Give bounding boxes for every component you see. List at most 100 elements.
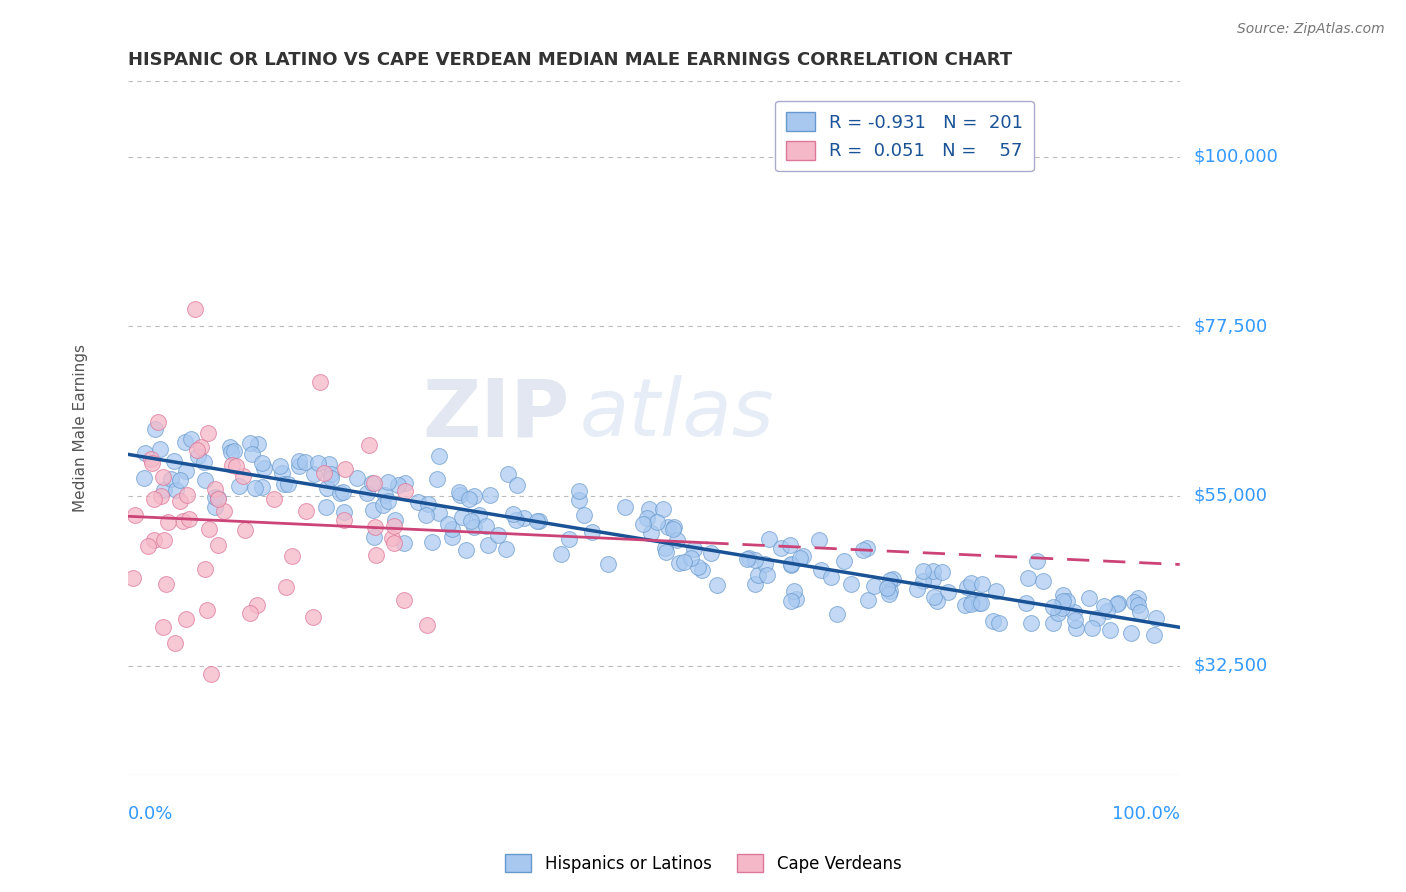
Point <box>214 503 236 517</box>
Point <box>1092 599 1115 613</box>
Point <box>1064 621 1087 635</box>
Point <box>636 511 658 525</box>
Point <box>207 492 229 507</box>
Point <box>429 450 451 464</box>
Point <box>699 546 721 560</box>
Text: $77,500: $77,500 <box>1194 318 1268 335</box>
Point <box>136 539 159 553</box>
Point <box>381 531 404 545</box>
Point <box>318 458 340 472</box>
Point <box>1119 626 1142 640</box>
Point <box>377 494 399 508</box>
Point <box>155 577 177 591</box>
Point <box>159 472 181 486</box>
Point <box>820 570 842 584</box>
Point <box>271 466 294 480</box>
Point <box>333 462 356 476</box>
Point <box>557 533 579 547</box>
Point <box>839 577 862 591</box>
Point <box>441 522 464 536</box>
Point <box>856 541 879 556</box>
Point <box>783 584 806 599</box>
Point <box>141 456 163 470</box>
Point <box>1052 594 1074 608</box>
Point <box>1144 611 1167 625</box>
Point <box>184 302 207 317</box>
Point <box>333 513 356 527</box>
Point <box>302 610 325 624</box>
Point <box>614 500 637 515</box>
Point <box>200 667 222 681</box>
Point <box>456 542 478 557</box>
Point <box>655 545 678 559</box>
Point <box>852 542 875 557</box>
Point <box>449 488 471 502</box>
Point <box>1128 591 1150 605</box>
Point <box>204 490 226 504</box>
Point <box>384 513 406 527</box>
Point <box>568 483 591 498</box>
Point <box>463 488 485 502</box>
Point <box>502 507 524 521</box>
Point <box>506 478 529 492</box>
Point <box>263 492 285 507</box>
Point <box>1032 574 1054 588</box>
Point <box>406 495 429 509</box>
Point <box>1122 594 1144 608</box>
Point <box>373 498 395 512</box>
Point <box>792 549 814 564</box>
Point <box>769 541 792 556</box>
Point <box>1080 621 1102 635</box>
Point <box>912 564 935 578</box>
Point <box>737 552 759 566</box>
Point <box>568 492 591 507</box>
Point <box>505 513 527 527</box>
Point <box>986 584 1008 599</box>
Point <box>250 479 273 493</box>
Point <box>150 489 173 503</box>
Point <box>269 459 291 474</box>
Point <box>240 447 263 461</box>
Point <box>780 593 803 607</box>
Point <box>360 475 382 490</box>
Point <box>478 488 501 502</box>
Point <box>273 477 295 491</box>
Point <box>738 551 761 566</box>
Point <box>657 520 679 534</box>
Point <box>392 535 415 549</box>
Text: 0.0%: 0.0% <box>128 805 173 823</box>
Point <box>288 453 311 467</box>
Point <box>758 532 780 546</box>
Point <box>221 458 243 473</box>
Point <box>394 483 416 498</box>
Point <box>415 618 437 632</box>
Point <box>174 435 197 450</box>
Point <box>169 494 191 508</box>
Point <box>346 470 368 484</box>
Point <box>250 456 273 470</box>
Point <box>204 482 226 496</box>
Point <box>645 515 668 529</box>
Point <box>879 583 901 598</box>
Point <box>277 477 299 491</box>
Point <box>683 542 706 557</box>
Point <box>931 565 953 579</box>
Point <box>1056 594 1078 608</box>
Point <box>377 475 399 490</box>
Point <box>394 476 416 491</box>
Point <box>1052 588 1074 602</box>
Point <box>294 504 316 518</box>
Point <box>862 578 884 592</box>
Point <box>246 598 269 612</box>
Point <box>294 454 316 468</box>
Text: atlas: atlas <box>581 376 775 453</box>
Point <box>143 492 166 507</box>
Point <box>754 557 776 571</box>
Point <box>668 556 690 570</box>
Point <box>651 502 673 516</box>
Point <box>1129 605 1152 619</box>
Point <box>468 508 491 523</box>
Point <box>789 551 811 566</box>
Point <box>527 514 550 528</box>
Point <box>458 491 481 506</box>
